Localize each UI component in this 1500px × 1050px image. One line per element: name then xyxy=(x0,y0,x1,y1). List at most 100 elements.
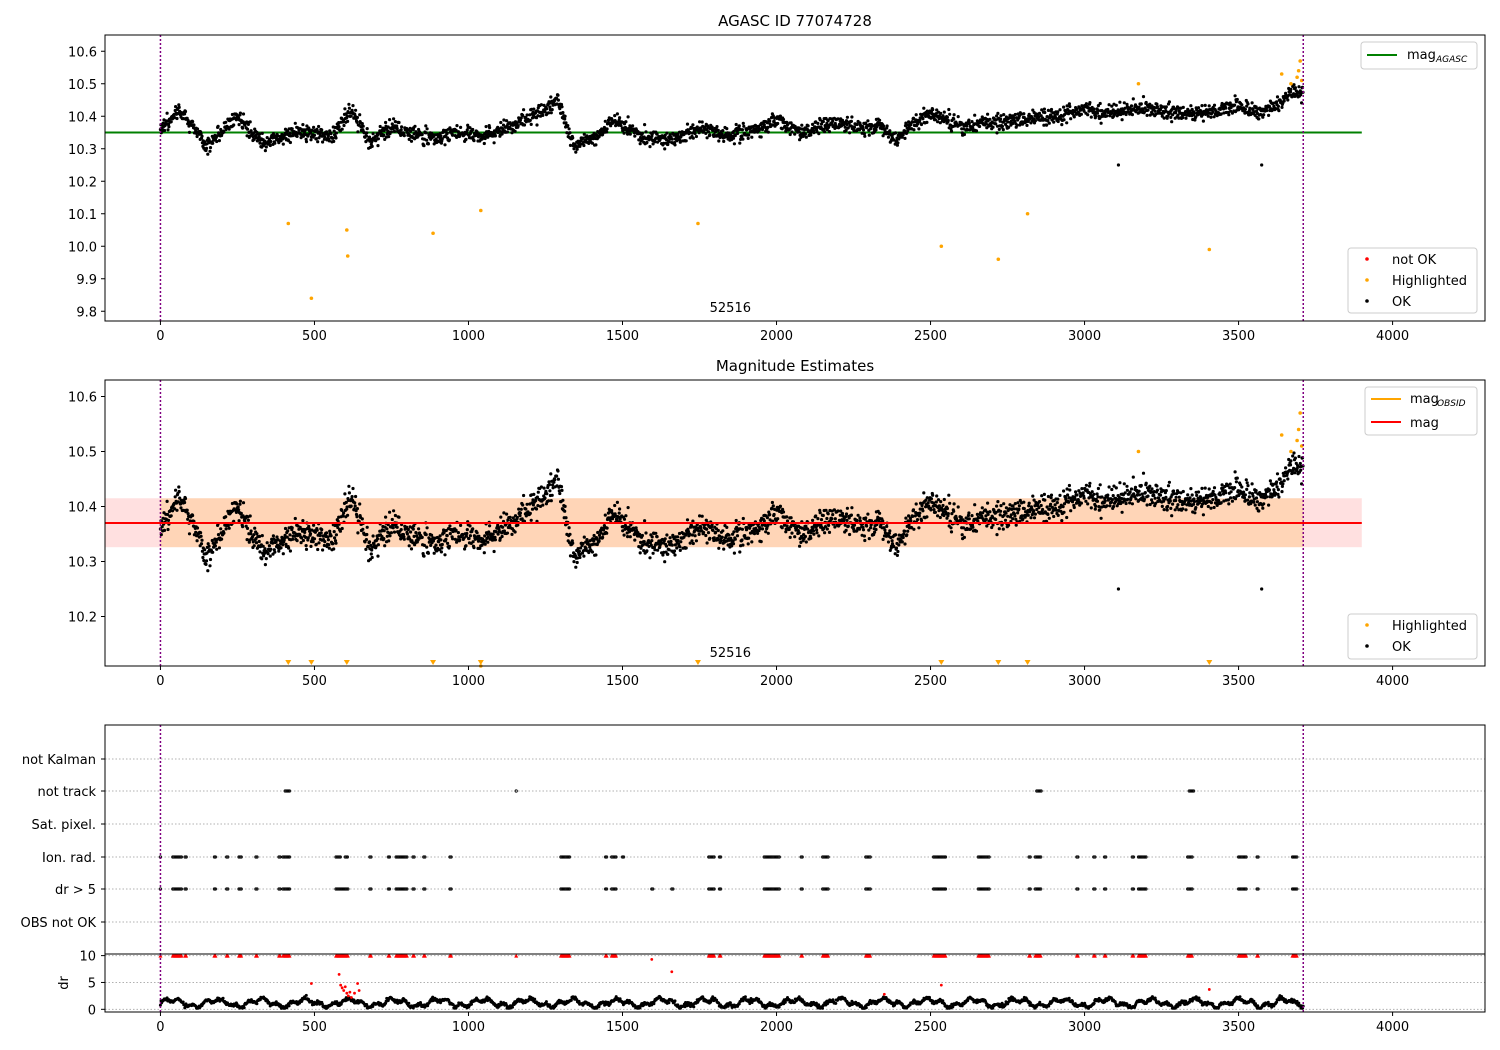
agasc-ok-point xyxy=(241,126,245,130)
estimates-ok-point xyxy=(678,548,682,553)
estimates-ok-point xyxy=(407,544,411,548)
estimates-ok-point xyxy=(1068,488,1072,492)
agasc-ok-point xyxy=(417,127,421,132)
estimates-ok-point xyxy=(881,537,885,542)
agasc-ok-point xyxy=(222,130,226,134)
estimates-ok-point xyxy=(1043,498,1047,502)
estimates-ok-point xyxy=(173,495,177,499)
agasc-ok-point xyxy=(486,135,490,139)
estimates-ok-point xyxy=(817,534,821,538)
estimates-ok-point xyxy=(424,533,428,537)
agasc-ytick-label: 9.9 xyxy=(76,273,97,288)
agasc-ok-point xyxy=(572,147,576,151)
estimates-ok-point xyxy=(454,528,458,532)
agasc-ok-point xyxy=(1190,107,1194,112)
agasc-ok-point xyxy=(574,150,578,154)
estimates-ok-point xyxy=(900,540,904,544)
agasc-ok-point xyxy=(919,122,924,127)
agasc-ok-point xyxy=(1243,107,1247,111)
estimates-ok-point xyxy=(425,526,429,530)
estimates-ok-point xyxy=(391,526,395,530)
estimates-ok-point xyxy=(865,524,869,528)
agasc-ok-point xyxy=(166,128,170,132)
estimates-ok-point xyxy=(558,491,562,496)
estimates-ok-point xyxy=(290,526,294,530)
agasc-ok-point xyxy=(217,139,221,143)
agasc-ok-point xyxy=(909,123,913,127)
agasc-ok-point xyxy=(1022,112,1026,116)
estimates-ok-point xyxy=(575,560,579,565)
estimates-ok-point xyxy=(895,553,900,558)
agasc-ok-point xyxy=(999,114,1003,118)
estimates-ok-point xyxy=(344,500,348,504)
estimates-ok-point xyxy=(462,536,466,540)
agasc-ok-point xyxy=(967,118,971,122)
estimates-ok-point xyxy=(1107,485,1111,489)
estimates-ok-point xyxy=(536,504,540,508)
agasc-ok-point xyxy=(378,124,382,129)
estimates-ok-point xyxy=(1095,492,1099,496)
agasc-ok-point xyxy=(329,131,333,136)
estimates-ok-point xyxy=(618,507,622,511)
agasc-ok-point xyxy=(1139,102,1143,106)
estimates-ok-point xyxy=(848,532,852,537)
estimates-ok-point xyxy=(577,549,582,553)
agasc-ok-point xyxy=(1088,101,1092,105)
estimates-ok-point xyxy=(213,544,217,548)
agasc-highlighted-point xyxy=(1136,81,1141,86)
estimates-ok-point xyxy=(408,537,412,541)
agasc-ok-point xyxy=(688,130,692,135)
agasc-ok-point xyxy=(685,122,690,126)
estimates-ok-point xyxy=(274,540,278,544)
agasc-ok-point xyxy=(1286,98,1290,102)
agasc-ok-point xyxy=(402,134,406,138)
estimates-ok-point xyxy=(1209,501,1213,505)
estimates-ok-point xyxy=(827,523,831,528)
agasc-ok-point xyxy=(241,112,246,116)
estimates-ok-point xyxy=(440,546,444,550)
estimates-ok-point xyxy=(849,513,854,517)
agasc-ok-point xyxy=(861,128,866,132)
estimates-ok-point xyxy=(626,506,630,510)
estimates-ok-point xyxy=(999,509,1003,513)
estimates-ok-point xyxy=(471,527,475,531)
agasc-ok-point xyxy=(456,130,460,134)
estimates-ok-point xyxy=(195,539,199,543)
agasc-ok-point xyxy=(293,121,297,125)
agasc-ok-point xyxy=(628,132,632,136)
estimates-ok-point xyxy=(201,555,205,560)
agasc-ok-point xyxy=(354,108,358,112)
estimates-ok-point xyxy=(741,516,745,521)
estimates-ok-point xyxy=(1084,483,1088,487)
estimates-ok-point xyxy=(890,539,894,543)
estimates-ok-point xyxy=(206,569,210,573)
agasc-ok-point xyxy=(1212,103,1217,107)
estimates-ok-point xyxy=(281,552,285,556)
estimates-ok-point xyxy=(1062,489,1066,493)
estimates-ok-point xyxy=(922,491,926,495)
estimates-ok-point xyxy=(340,526,344,531)
agasc-ok-point xyxy=(819,122,824,126)
agasc-ok-point xyxy=(776,121,780,126)
agasc-legend-lower-box xyxy=(1347,247,1478,314)
estimates-ok-point xyxy=(508,523,512,528)
agasc-ok-point xyxy=(1212,115,1216,119)
estimates-ok-point xyxy=(716,528,720,533)
estimates-ok-point xyxy=(226,524,230,528)
agasc-ok-point xyxy=(705,136,709,140)
estimates-ok-point xyxy=(414,531,418,535)
agasc-ok-point xyxy=(541,113,545,117)
agasc-ok-point xyxy=(651,142,655,146)
estimates-ok-point xyxy=(200,549,204,553)
estimates-ok-point xyxy=(734,518,738,523)
agasc-ok-point xyxy=(1002,113,1006,117)
estimates-ok-point xyxy=(353,504,357,508)
estimates-ok-point xyxy=(341,513,345,518)
agasc-ok-point xyxy=(1040,108,1044,112)
estimates-ok-point xyxy=(1144,481,1148,485)
estimates-ok-point xyxy=(430,533,434,537)
estimates-ok-point xyxy=(505,512,509,516)
estimates-ok-point xyxy=(780,526,784,530)
agasc-ok-point xyxy=(550,108,554,112)
agasc-ok-point xyxy=(740,134,744,138)
